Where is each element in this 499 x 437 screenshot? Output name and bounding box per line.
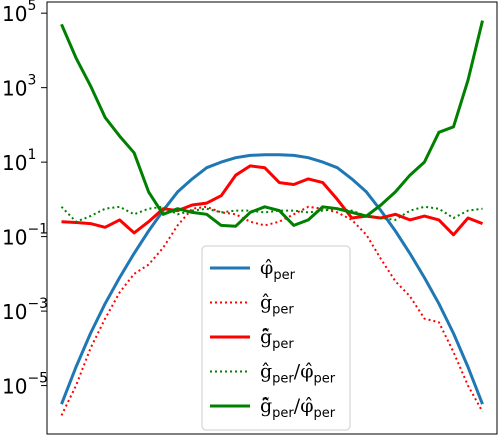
y-axis: 105 103 101 10−1 10−3 10−5	[2, 0, 48, 399]
y-tick-label-0: 105	[2, 0, 36, 26]
legend-label-3: ĝper/φ̂per	[260, 361, 336, 387]
series-line-0	[60, 153, 484, 405]
y-tick-label-5: 10−5	[2, 371, 48, 399]
legend-label-2: g̃̂per	[260, 326, 294, 352]
y-tick-label-3: 10−1	[2, 222, 48, 250]
y-tick-label-4: 10−3	[2, 296, 48, 324]
plot-frame	[46, 1, 498, 435]
series-line-2	[61, 164, 484, 237]
series-line-1	[60, 205, 484, 416]
series-line-3	[60, 205, 483, 223]
y-tick-label-1: 103	[2, 73, 36, 101]
y-tick-label-2: 101	[2, 147, 36, 175]
legend-label-0: φ̂per	[260, 257, 296, 283]
series-line-4	[60, 20, 484, 228]
legend-label-1: ĝper	[260, 292, 294, 318]
legend: φ̂per ĝper g̃̂per ĝper/φ̂per g̃̂per/φ̂per	[201, 245, 351, 431]
legend-box	[201, 245, 351, 431]
legend-label-4: g̃̂per/φ̂per	[260, 395, 336, 421]
plot-area	[46, 1, 498, 435]
